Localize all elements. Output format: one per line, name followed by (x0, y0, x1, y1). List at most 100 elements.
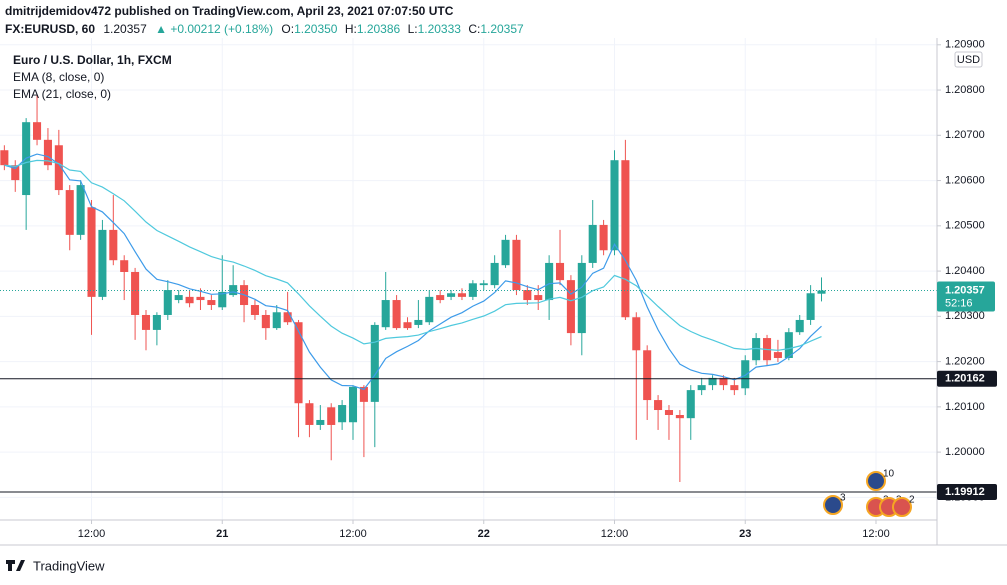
x-tick-label: 12:00 (601, 528, 629, 540)
candle-body (806, 293, 815, 320)
change: ▲ +0.00212 (+0.18%) (155, 22, 273, 36)
symbol-line: FX:EURUSD, 60 1.20357 ▲ +0.00212 (+0.18%… (5, 22, 524, 36)
event-count: 10 (883, 469, 895, 480)
candle-body (250, 305, 259, 315)
candle-body (447, 293, 456, 297)
candle-body (425, 296, 434, 323)
x-tick-label: 23 (739, 528, 751, 540)
candle-body (457, 293, 466, 297)
candle-body (305, 403, 314, 425)
candle-body (610, 160, 619, 251)
candle-body (98, 229, 107, 297)
event-count: 3 (840, 493, 846, 504)
last-price-box (937, 281, 995, 312)
legend-ema: EMA (8, close, 0) (13, 70, 104, 84)
legend-ema: EMA (21, close, 0) (13, 87, 111, 101)
y-tick-label: 1.20000 (945, 446, 985, 458)
candle-body (686, 390, 695, 419)
candle-body (338, 405, 347, 423)
candle-body (741, 360, 750, 389)
candle-body (534, 295, 543, 301)
candle-body (109, 229, 118, 261)
candle-body (163, 290, 172, 315)
countdown: 52:16 (945, 297, 973, 309)
candle-body (555, 262, 565, 281)
candle-body (621, 160, 630, 318)
y-tick-label: 1.20200 (945, 356, 985, 368)
level-label: 1.19912 (945, 486, 985, 498)
candle-body (566, 280, 575, 334)
candle-body (752, 338, 761, 361)
level-label: 1.20162 (945, 373, 985, 385)
candle-body (773, 352, 782, 358)
candle-body (675, 415, 684, 419)
y-tick-label: 1.20800 (945, 84, 985, 96)
candle-body (501, 239, 510, 266)
candle-body (152, 314, 161, 330)
legend-title: Euro / U.S. Dollar, 1h, FXCM (13, 53, 172, 67)
candle-body (76, 185, 85, 235)
candle-body (131, 271, 140, 315)
candle-body (719, 377, 728, 386)
o: 1.20350 (294, 22, 338, 36)
y-tick-label: 1.20300 (945, 310, 985, 322)
candle-body (392, 300, 401, 329)
o-label: O: (281, 22, 294, 36)
candle-body (545, 262, 554, 301)
candle-body (490, 262, 499, 286)
candle-body (0, 150, 9, 166)
l-label: L: (408, 22, 418, 36)
candle-body (479, 283, 488, 286)
candle-body (403, 322, 412, 329)
header-bg (0, 0, 620, 38)
candle-body (664, 410, 674, 416)
candle-body (708, 377, 717, 386)
x-tick-label: 22 (478, 528, 490, 540)
candle-body (697, 385, 706, 391)
candle-body (654, 400, 663, 411)
candle-body (272, 312, 281, 329)
candle-body (207, 300, 216, 306)
l: 1.20333 (418, 22, 462, 36)
candle-body (54, 145, 63, 191)
symbol: FX:EURUSD, 60 (5, 22, 95, 36)
candle-body (643, 350, 652, 401)
y-tick-label: 1.20700 (945, 129, 985, 141)
last: 1.20357 (103, 22, 147, 36)
candle-body (261, 314, 270, 329)
ema-line (4, 153, 822, 391)
candle-body (327, 407, 336, 425)
candle-body (294, 322, 303, 404)
y-tick-label: 1.20500 (945, 220, 985, 232)
candle-body (283, 312, 292, 323)
y-tick-label: 1.20400 (945, 265, 985, 277)
candle-body (512, 239, 521, 291)
candle-body (577, 262, 586, 334)
candle-body (218, 291, 227, 308)
candle-body (196, 296, 205, 301)
candle-body (185, 296, 194, 304)
candle-body (359, 386, 368, 402)
event-icon (823, 495, 843, 515)
candle-body (33, 122, 42, 140)
event-icon (866, 471, 886, 491)
footer-logo: TradingView (6, 558, 105, 573)
c-label: C: (468, 22, 480, 36)
currency-box (954, 51, 983, 68)
candle-body (229, 285, 238, 296)
candle-body (316, 419, 325, 425)
h-label: H: (345, 22, 357, 36)
event-icon (892, 497, 912, 517)
candle-body (11, 165, 20, 181)
last-price-label: 1.20357 (945, 284, 985, 296)
currency: USD (957, 54, 980, 66)
event-count: 2 (909, 495, 915, 506)
brand: TradingView (33, 558, 105, 573)
candle-body (120, 260, 129, 272)
candle-body (381, 300, 390, 328)
logo-icon (6, 560, 25, 571)
x-tick-label: 12:00 (339, 528, 367, 540)
publisher: dmitrijdemidov472 published on TradingVi… (5, 4, 454, 18)
candle-body (730, 385, 739, 391)
